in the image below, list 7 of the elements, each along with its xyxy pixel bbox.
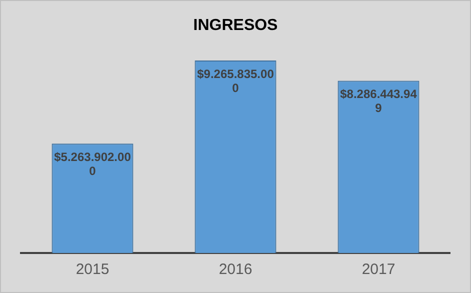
x-tick-label: 2015 — [76, 261, 110, 278]
data-label: $5.263.902.000 — [54, 150, 132, 178]
x-tick-label: 2017 — [362, 261, 396, 278]
data-label: $9.265.835.000 — [197, 66, 274, 95]
x-tick-label: 2016 — [218, 261, 252, 278]
data-label: $8.286.443.949 — [340, 87, 418, 116]
chart-title: INGRESOS — [193, 17, 278, 34]
